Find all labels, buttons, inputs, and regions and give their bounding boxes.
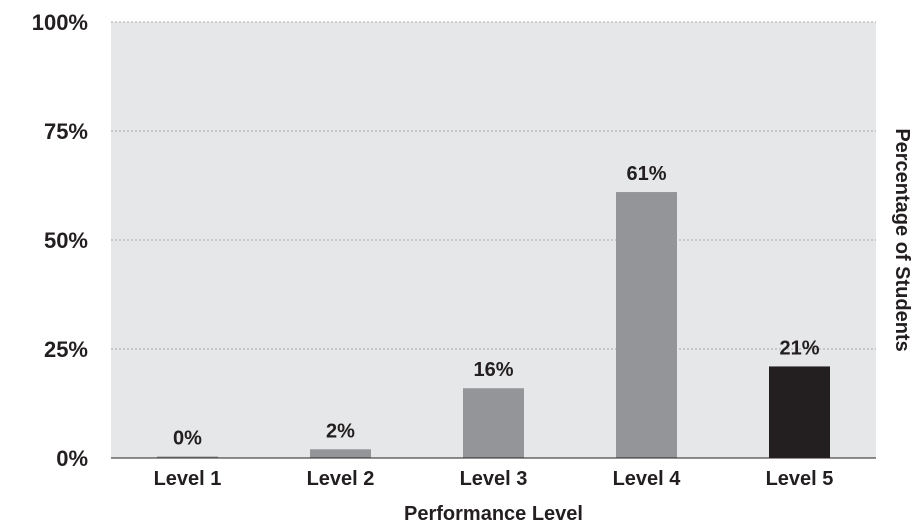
data-label: 0%	[173, 428, 202, 450]
data-label: 16%	[473, 359, 513, 381]
x-tick-label: Level 5	[766, 468, 834, 490]
y-tick-label: 50%	[44, 228, 88, 253]
x-axis-title: Performance Level	[404, 503, 583, 525]
y-tick-label: 100%	[32, 10, 88, 35]
y-tick-label: 0%	[56, 446, 88, 471]
y-axis-title: Percentage of Students	[891, 128, 913, 351]
bars	[157, 192, 830, 459]
bar	[463, 388, 524, 458]
data-label: 61%	[626, 163, 666, 185]
gridlines	[111, 21, 876, 350]
data-labels: 0% 2% 16% 61% 21%	[173, 163, 820, 449]
x-tick-label: Level 4	[613, 468, 682, 490]
y-tick-label: 75%	[44, 119, 88, 144]
data-label: 21%	[779, 337, 819, 359]
data-label: 2%	[326, 420, 355, 442]
y-tick-label: 25%	[44, 337, 88, 362]
bar	[616, 192, 677, 459]
y-axis-ticks: 0% 25% 50% 75% 100%	[32, 10, 88, 471]
x-tick-label: Level 1	[154, 468, 222, 490]
bar	[310, 449, 371, 458]
bar	[769, 366, 830, 458]
bar	[157, 456, 218, 458]
x-axis-labels: Level 1 Level 2 Level 3 Level 4 Level 5	[154, 468, 834, 490]
x-tick-label: Level 3	[460, 468, 528, 490]
x-tick-label: Level 2	[307, 468, 375, 490]
